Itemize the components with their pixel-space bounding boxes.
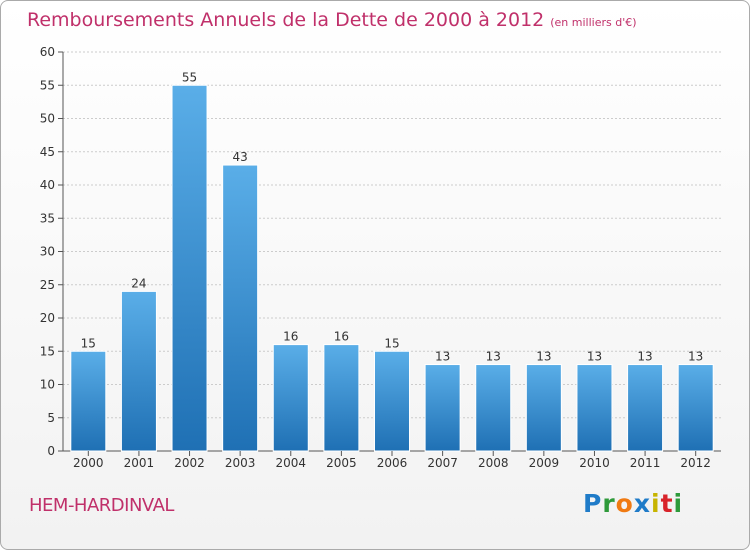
bar — [627, 364, 664, 452]
chart-title-text: Remboursements Annuels de la Dette de 20… — [27, 9, 545, 31]
logo-letter: i — [651, 489, 661, 518]
data-label: 16 — [334, 330, 349, 344]
logo-letter: x — [633, 489, 651, 518]
y-tick-label: 30 — [40, 245, 55, 259]
x-tick-label: 2001 — [124, 456, 155, 470]
bar — [272, 344, 309, 452]
data-label: 13 — [435, 350, 450, 364]
logo-letter: r — [602, 489, 616, 518]
x-tick-label: 2004 — [275, 456, 306, 470]
data-label: 55 — [182, 70, 197, 84]
x-tick-label: 2002 — [174, 456, 205, 470]
x-tick-label: 2009 — [529, 456, 560, 470]
y-tick-label: 15 — [40, 344, 55, 358]
data-label: 15 — [384, 336, 399, 350]
bar — [677, 364, 714, 452]
data-label: 24 — [131, 276, 146, 290]
data-label: 43 — [233, 150, 248, 164]
data-label: 13 — [587, 350, 602, 364]
bar — [525, 364, 562, 452]
bar — [120, 290, 157, 452]
chart-subtitle: (en milliers d'€) — [550, 16, 637, 29]
x-tick-label: 2011 — [630, 456, 661, 470]
y-tick-label: 0 — [47, 444, 55, 458]
y-tick-label: 10 — [40, 378, 55, 392]
y-tick-label: 55 — [40, 78, 55, 92]
x-tick-label: 2005 — [326, 456, 357, 470]
x-tick-label: 2012 — [680, 456, 711, 470]
x-tick-label: 2006 — [377, 456, 408, 470]
y-tick-label: 25 — [40, 278, 55, 292]
bar — [424, 364, 461, 452]
bar — [374, 350, 410, 452]
proxiti-logo[interactable]: Proxiti — [583, 489, 683, 518]
data-label: 13 — [688, 350, 703, 364]
bar — [475, 364, 512, 452]
x-tick-label: 2008 — [478, 456, 509, 470]
logo-letter: i — [673, 489, 684, 518]
y-tick-label: 60 — [40, 45, 55, 59]
y-tick-label: 5 — [47, 411, 55, 425]
x-tick-label: 2000 — [73, 456, 104, 470]
logo-letter: P — [583, 489, 603, 518]
bar — [576, 364, 613, 452]
bar — [171, 84, 208, 452]
city-name: HEM-HARDINVAL — [29, 495, 174, 516]
data-label: 16 — [283, 330, 298, 344]
data-label: 15 — [81, 336, 96, 350]
bar — [222, 164, 259, 452]
data-label: 13 — [637, 350, 652, 364]
chart-title: Remboursements Annuels de la Dette de 20… — [27, 9, 637, 31]
x-tick-label: 2010 — [579, 456, 610, 470]
y-tick-label: 45 — [40, 145, 55, 159]
y-tick-label: 50 — [40, 112, 55, 126]
bar — [70, 350, 107, 452]
data-label: 13 — [536, 350, 551, 364]
y-tick-label: 35 — [40, 211, 55, 225]
bar — [323, 344, 360, 452]
y-tick-label: 40 — [40, 178, 55, 192]
x-tick-label: 2003 — [225, 456, 256, 470]
logo-letter: o — [615, 489, 634, 518]
y-tick-label: 20 — [40, 311, 55, 325]
data-label: 13 — [486, 350, 501, 364]
logo-letter: t — [660, 489, 674, 518]
x-tick-label: 2007 — [427, 456, 458, 470]
